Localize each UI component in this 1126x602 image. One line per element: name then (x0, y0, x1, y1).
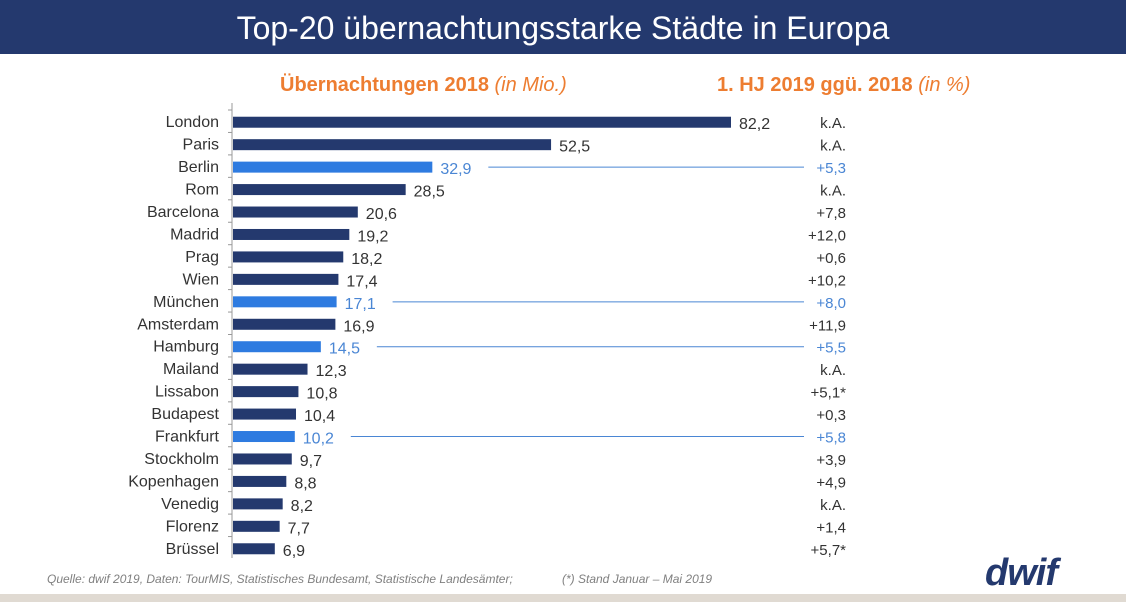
change-label: +5,3 (816, 160, 846, 177)
category-label: Wien (183, 271, 219, 288)
value-label: 9,7 (300, 453, 322, 470)
change-label: +5,8 (816, 430, 846, 447)
category-label: Barcelona (147, 204, 219, 221)
right-column-header: 1. HJ 2019 ggü. 2018 (in %) (717, 74, 970, 97)
category-label: Hamburg (153, 339, 219, 356)
bar (233, 431, 295, 443)
category-label: Florenz (166, 518, 219, 535)
change-label: k.A. (820, 497, 846, 514)
category-label: Stockholm (144, 451, 219, 468)
change-label: k.A. (820, 183, 846, 200)
left-column-header: Übernachtungen 2018 (in Mio.) (280, 74, 567, 97)
bar (233, 520, 280, 532)
category-label: Brüssel (166, 541, 219, 558)
value-label: 82,2 (739, 116, 770, 133)
bar (233, 116, 731, 128)
value-label: 17,1 (345, 296, 376, 313)
category-label: München (153, 294, 219, 311)
bar-chart: London 82,2 k.A. Paris 52,5 k.A. Berlin 32,9 +5,… (128, 103, 847, 560)
category-label: Frankfurt (155, 429, 220, 446)
value-label: 52,5 (559, 139, 590, 156)
change-label: +1,4 (816, 519, 846, 536)
value-label: 28,5 (414, 184, 445, 201)
left-header-unit: (in Mio.) (494, 74, 567, 96)
value-label: 32,9 (440, 161, 471, 178)
bar (233, 206, 358, 218)
bar (233, 318, 336, 330)
bar (233, 498, 283, 510)
bar (233, 408, 297, 420)
category-label: Budapest (151, 406, 219, 423)
bar (233, 543, 275, 555)
change-label: +11,9 (809, 317, 846, 334)
dwif-logo: dwif (985, 552, 1058, 594)
value-label: 7,7 (288, 520, 310, 537)
value-label: 12,3 (316, 363, 347, 380)
bar (233, 296, 337, 308)
change-label: +3,9 (816, 452, 846, 469)
bar (233, 363, 308, 375)
category-label: Madrid (170, 226, 219, 243)
change-label: +8,0 (816, 295, 846, 312)
value-label: 18,2 (351, 251, 382, 268)
category-label: London (166, 114, 219, 131)
bar (233, 341, 321, 353)
value-label: 8,8 (294, 475, 316, 492)
category-label: Berlin (178, 159, 219, 176)
category-label: Prag (185, 249, 219, 266)
source-note: Quelle: dwif 2019, Daten: TourMIS, Stati… (47, 572, 513, 586)
value-label: 14,5 (329, 341, 360, 358)
change-label: k.A. (820, 138, 846, 155)
category-label: Venedig (161, 496, 219, 513)
category-label: Paris (183, 137, 219, 154)
footnote: (*) Stand Januar – Mai 2019 (562, 572, 713, 586)
value-label: 16,9 (343, 318, 374, 335)
change-label: k.A. (820, 115, 846, 132)
value-label: 6,9 (283, 543, 305, 560)
bar (233, 453, 292, 465)
change-label: k.A. (820, 362, 846, 379)
value-label: 10,4 (304, 408, 335, 425)
bar (233, 161, 433, 173)
category-label: Lissabon (155, 384, 219, 401)
value-label: 19,2 (357, 228, 388, 245)
value-label: 10,8 (306, 386, 337, 403)
value-label: 20,6 (366, 206, 397, 223)
value-label: 8,2 (291, 498, 313, 515)
bar (233, 139, 552, 151)
change-label: +0,3 (816, 407, 846, 424)
bar (233, 273, 339, 285)
category-label: Rom (185, 182, 219, 199)
right-header-text: 1. HJ 2019 ggü. 2018 (717, 74, 919, 96)
bar (233, 475, 287, 487)
change-label: +12,0 (808, 227, 846, 244)
change-label: +4,9 (816, 474, 846, 491)
category-label: Mailand (163, 361, 219, 378)
change-label: +10,2 (808, 272, 846, 289)
change-label: +5,5 (816, 340, 846, 357)
bar (233, 386, 299, 398)
change-label: +5,7* (811, 542, 847, 559)
bottom-strip (0, 594, 1126, 602)
value-label: 17,4 (346, 273, 377, 290)
page-title: Top-20 übernachtungsstarke Städte in Eur… (0, 0, 1126, 54)
bar (233, 184, 406, 196)
category-label: Amsterdam (137, 316, 219, 333)
bar (233, 228, 350, 240)
value-label: 10,2 (303, 431, 334, 448)
category-label: Kopenhagen (128, 473, 219, 490)
left-header-text: Übernachtungen 2018 (280, 74, 495, 96)
change-label: +5,1* (811, 385, 847, 402)
change-label: +0,6 (816, 250, 846, 267)
bar (233, 251, 344, 263)
right-header-unit: (in %) (918, 74, 971, 96)
change-label: +7,8 (816, 205, 846, 222)
